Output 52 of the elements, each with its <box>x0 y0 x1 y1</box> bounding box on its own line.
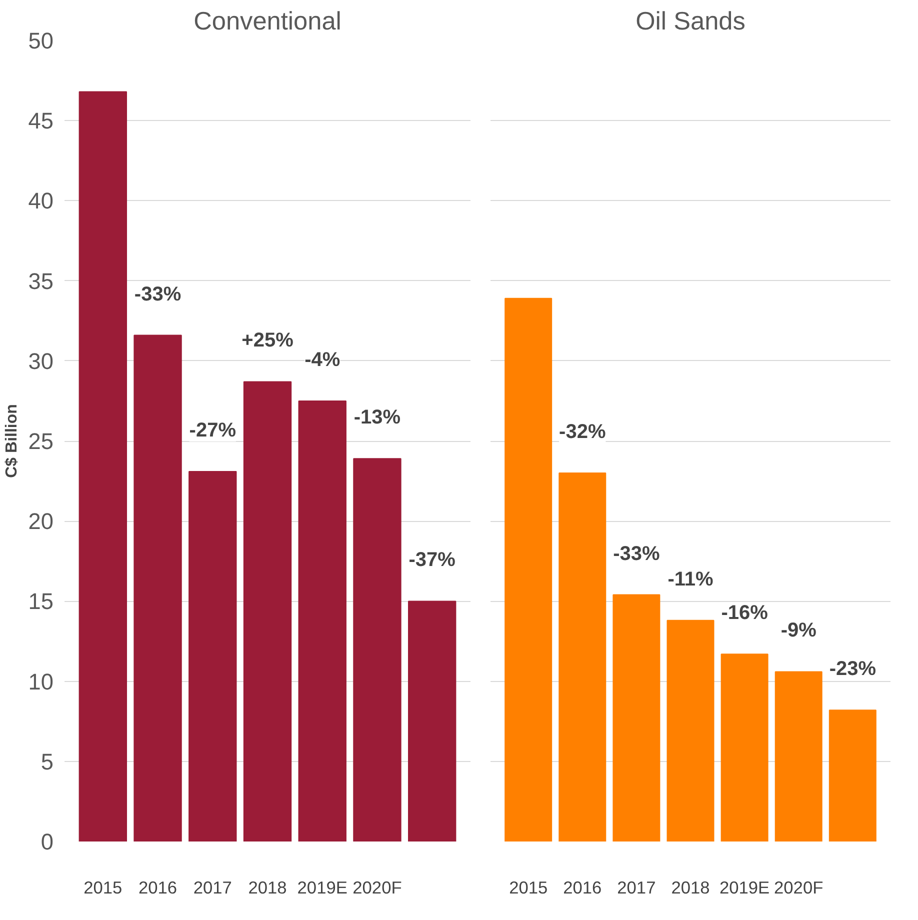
bar <box>188 470 237 842</box>
annotation: -37% <box>408 549 456 572</box>
chart-title: Conventional <box>194 8 342 36</box>
x-tick-label: 2015 <box>84 878 122 898</box>
bar <box>243 381 292 842</box>
bar <box>134 334 182 842</box>
x-tick-label: 2019E <box>720 878 770 898</box>
x-tick-label: 2017 <box>617 878 656 898</box>
annotation: -32% <box>559 421 606 444</box>
y-tick-label: 15 <box>28 588 54 614</box>
bar <box>774 671 822 842</box>
annotation: -23% <box>829 658 876 680</box>
x-tick-label: 2018 <box>248 878 287 898</box>
y-tick-label: 20 <box>28 508 54 534</box>
y-tick-label: 40 <box>28 188 54 214</box>
bar <box>828 710 876 842</box>
y-tick-label: 0 <box>40 828 54 854</box>
bar <box>666 620 714 842</box>
annotation: +25% <box>242 330 294 352</box>
chart-title: Oil Sands <box>636 8 746 36</box>
x-tick-label: 2018 <box>671 878 710 898</box>
annotation: -11% <box>668 568 714 590</box>
annotation: -16% <box>721 602 768 624</box>
x-tick-label: 2016 <box>563 878 602 898</box>
y-tick-label: 30 <box>28 348 54 374</box>
bar <box>504 298 552 842</box>
x-tick-label: 2020F <box>774 878 824 898</box>
y-tick-label: 25 <box>28 428 54 454</box>
bar <box>558 472 606 842</box>
x-tick-label: 2015 <box>509 878 548 898</box>
y-tick-label: 45 <box>28 108 54 134</box>
x-tick-label: 2016 <box>138 878 178 898</box>
y-axis-title: C$ Billion <box>3 404 20 478</box>
bar <box>720 654 768 842</box>
bar <box>408 600 456 842</box>
y-tick-label: 35 <box>28 268 54 294</box>
bar <box>353 458 402 842</box>
annotation: -13% <box>354 406 401 429</box>
annotation: -9% <box>780 620 817 642</box>
y-tick-label: 50 <box>28 28 54 54</box>
x-tick-label: 2017 <box>193 878 232 898</box>
bar <box>298 400 346 842</box>
annotation: -33% <box>134 283 182 306</box>
x-tick-label: 2020F <box>352 878 402 898</box>
y-tick-label: 10 <box>28 668 54 694</box>
annotation: -4% <box>304 348 340 371</box>
bar <box>612 594 660 842</box>
annotation: -33% <box>613 542 660 565</box>
x-tick-label: 2019E <box>297 878 348 898</box>
bar <box>78 91 127 842</box>
annotation: -27% <box>189 419 236 442</box>
y-tick-label: 5 <box>40 748 54 774</box>
